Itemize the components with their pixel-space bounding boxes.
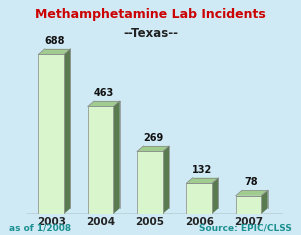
Bar <box>88 106 113 214</box>
Text: --Texas--: --Texas-- <box>123 27 178 40</box>
Bar <box>186 183 212 214</box>
Bar <box>236 196 261 214</box>
Polygon shape <box>236 190 268 196</box>
Text: 463: 463 <box>94 88 114 98</box>
Text: 688: 688 <box>44 36 65 46</box>
Text: 132: 132 <box>192 164 213 175</box>
Text: Source: EPIC/CLSS: Source: EPIC/CLSS <box>199 224 292 233</box>
Text: 78: 78 <box>245 177 259 187</box>
Text: as of 1/2008: as of 1/2008 <box>9 224 71 233</box>
Polygon shape <box>163 146 169 214</box>
Bar <box>137 152 163 214</box>
Polygon shape <box>186 178 219 183</box>
Polygon shape <box>212 178 219 214</box>
Polygon shape <box>88 101 120 106</box>
Polygon shape <box>261 190 268 214</box>
Polygon shape <box>64 49 70 214</box>
Polygon shape <box>39 49 70 54</box>
Polygon shape <box>113 101 120 214</box>
Text: Methamphetamine Lab Incidents: Methamphetamine Lab Incidents <box>35 8 266 21</box>
Text: 269: 269 <box>143 133 163 143</box>
Bar <box>39 54 64 214</box>
Polygon shape <box>137 146 169 152</box>
